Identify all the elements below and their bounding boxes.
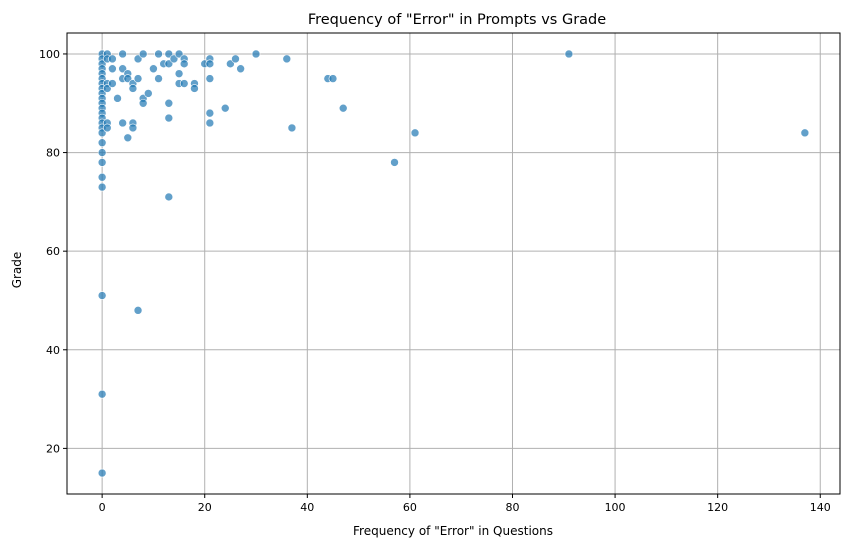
data-point <box>97 182 107 192</box>
data-point <box>220 103 230 113</box>
data-point <box>564 49 574 59</box>
data-point <box>138 49 148 59</box>
y-tick-label: 60 <box>46 245 60 258</box>
data-point <box>108 79 117 88</box>
data-point <box>179 59 189 69</box>
data-point <box>97 138 107 148</box>
y-tick-label: 100 <box>39 48 60 61</box>
data-point <box>410 128 420 138</box>
data-point <box>144 89 153 98</box>
data-point <box>154 74 163 83</box>
data-point <box>205 118 215 128</box>
data-point <box>102 123 112 133</box>
data-point <box>174 69 184 78</box>
data-point <box>282 54 292 64</box>
plot-frame <box>66 32 841 495</box>
data-point <box>97 389 107 399</box>
data-point <box>231 54 240 64</box>
data-point <box>118 118 127 128</box>
data-point <box>205 59 215 69</box>
data-point <box>97 468 107 478</box>
data-point <box>190 84 199 93</box>
data-point <box>108 54 117 64</box>
data-point <box>123 133 133 143</box>
x-tick-label: 140 <box>810 501 831 514</box>
x-tick-label: 40 <box>300 501 314 514</box>
chart-title: Frequency of "Error" in Prompts vs Grade <box>308 12 606 28</box>
data-point <box>128 123 138 133</box>
data-point <box>287 123 297 133</box>
data-point <box>138 98 148 108</box>
y-tick-label: 20 <box>46 442 60 455</box>
data-point <box>128 84 138 93</box>
data-point <box>164 98 174 108</box>
x-tick-label: 120 <box>707 501 728 514</box>
data-point <box>236 64 245 74</box>
data-point <box>118 49 127 59</box>
data-point <box>108 64 117 74</box>
x-axis-label: Frequency of "Error" in Questions <box>353 524 553 538</box>
data-point <box>338 103 348 113</box>
data-point <box>97 148 107 157</box>
data-point <box>97 291 107 300</box>
data-point <box>133 74 143 83</box>
x-tick-label: 60 <box>403 501 417 514</box>
data-point <box>149 64 158 74</box>
x-tick-label: 100 <box>605 501 626 514</box>
y-tick-label: 80 <box>46 147 60 160</box>
data-point <box>133 306 143 315</box>
data-point <box>179 79 189 88</box>
data-point <box>97 172 107 182</box>
data-point <box>205 74 215 83</box>
data-point <box>390 158 399 167</box>
grid <box>67 33 840 494</box>
x-tick-label: 80 <box>505 501 519 514</box>
data-points <box>97 49 810 478</box>
x-axis-ticks: 0 20 40 60 80 100 120 140 <box>99 494 831 514</box>
x-tick-label: 0 <box>99 501 106 514</box>
data-point <box>164 192 174 202</box>
x-tick-label: 20 <box>198 501 212 514</box>
data-point <box>154 49 163 59</box>
y-tick-label: 40 <box>46 344 60 357</box>
data-point <box>97 158 107 167</box>
data-point <box>113 94 122 103</box>
data-point <box>251 49 261 59</box>
y-axis-ticks: 20 40 60 80 100 <box>39 48 67 455</box>
data-point <box>800 128 810 138</box>
data-point <box>164 113 174 123</box>
data-point <box>328 74 338 83</box>
y-axis-label: Grade <box>10 252 24 289</box>
data-point <box>205 108 215 118</box>
